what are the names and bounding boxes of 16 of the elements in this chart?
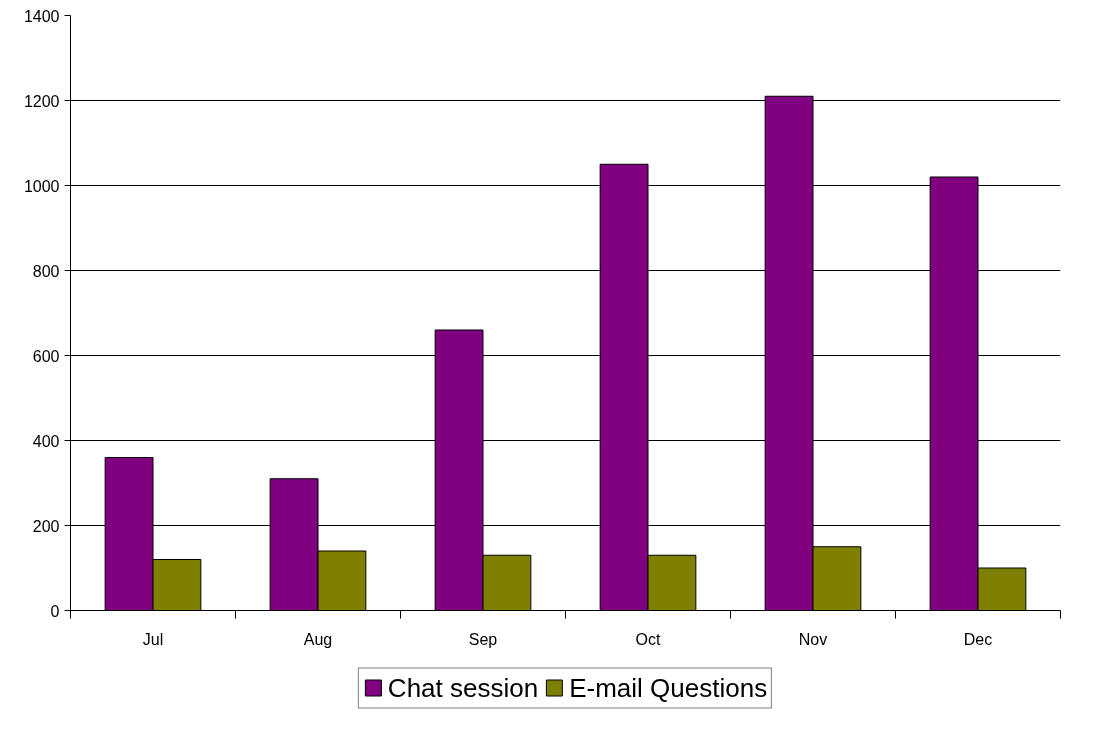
x-tick-label: Oct [635, 630, 661, 648]
legend-label: Chat session [387, 672, 539, 703]
x-tick-label: Sep [468, 630, 498, 648]
y-tick-label: 200 [32, 517, 60, 535]
x-tick-label: Jul [142, 630, 164, 648]
y-tick-label: 400 [32, 432, 60, 450]
x-tick-label: Aug [303, 630, 333, 648]
y-tick-label: 800 [32, 262, 60, 280]
x-tick-label: Nov [798, 630, 828, 648]
y-tick-label: 600 [32, 347, 60, 365]
y-tick-label: 1000 [23, 177, 60, 195]
legend-label: E-mail Questions [569, 672, 768, 703]
y-tick-label: 1400 [23, 7, 60, 25]
y-tick-label: 0 [50, 602, 60, 620]
x-tick-label: Dec [963, 630, 993, 648]
y-tick-label: 1200 [23, 92, 60, 110]
